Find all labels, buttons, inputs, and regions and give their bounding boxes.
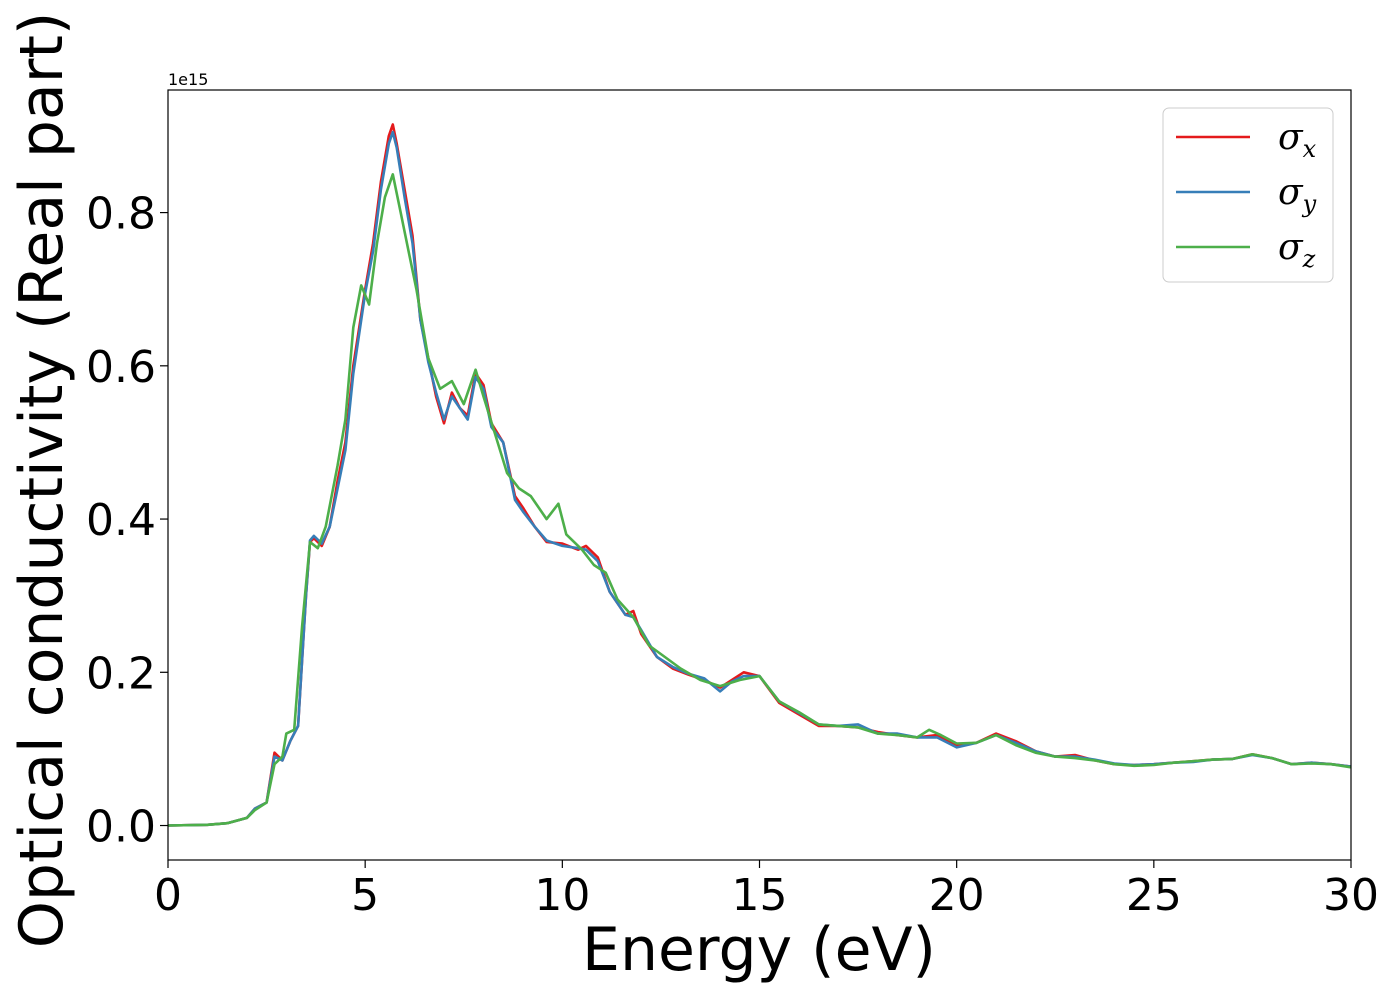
x-axis-title: Energy (eV) (582, 915, 936, 985)
x-tick-label: 25 (1126, 870, 1182, 921)
legend: σx σy σz (1162, 107, 1334, 283)
legend-label-x: σx (1278, 117, 1317, 163)
y-tick-label: 0.0 (86, 802, 156, 853)
x-tick-label: 15 (732, 870, 788, 921)
legend-label-z: σz (1278, 227, 1316, 273)
y-tick-label: 0.4 (86, 495, 156, 546)
y-tick-label: 0.6 (86, 342, 156, 393)
x-tick-label: 0 (154, 870, 182, 921)
legend-frame (1162, 107, 1334, 283)
y-axis: 0.0 0.2 0.4 0.6 0.8 (86, 189, 168, 853)
x-axis: 0 5 10 15 20 25 30 (154, 860, 1379, 921)
y-tick-label: 0.2 (86, 648, 156, 699)
y-offset-label: 1e15 (168, 70, 208, 89)
y-axis-title: Optical conductivity (Real part) (7, 12, 77, 949)
x-tick-label: 10 (534, 870, 590, 921)
plot-area (168, 90, 1351, 860)
x-tick-label: 20 (929, 870, 985, 921)
x-tick-label: 5 (351, 870, 379, 921)
series-layer (168, 123, 1351, 827)
legend-label-y: σy (1278, 172, 1317, 218)
x-tick-label: 30 (1323, 870, 1379, 921)
series-line-z (168, 173, 1351, 827)
y-tick-label: 0.8 (86, 189, 156, 240)
